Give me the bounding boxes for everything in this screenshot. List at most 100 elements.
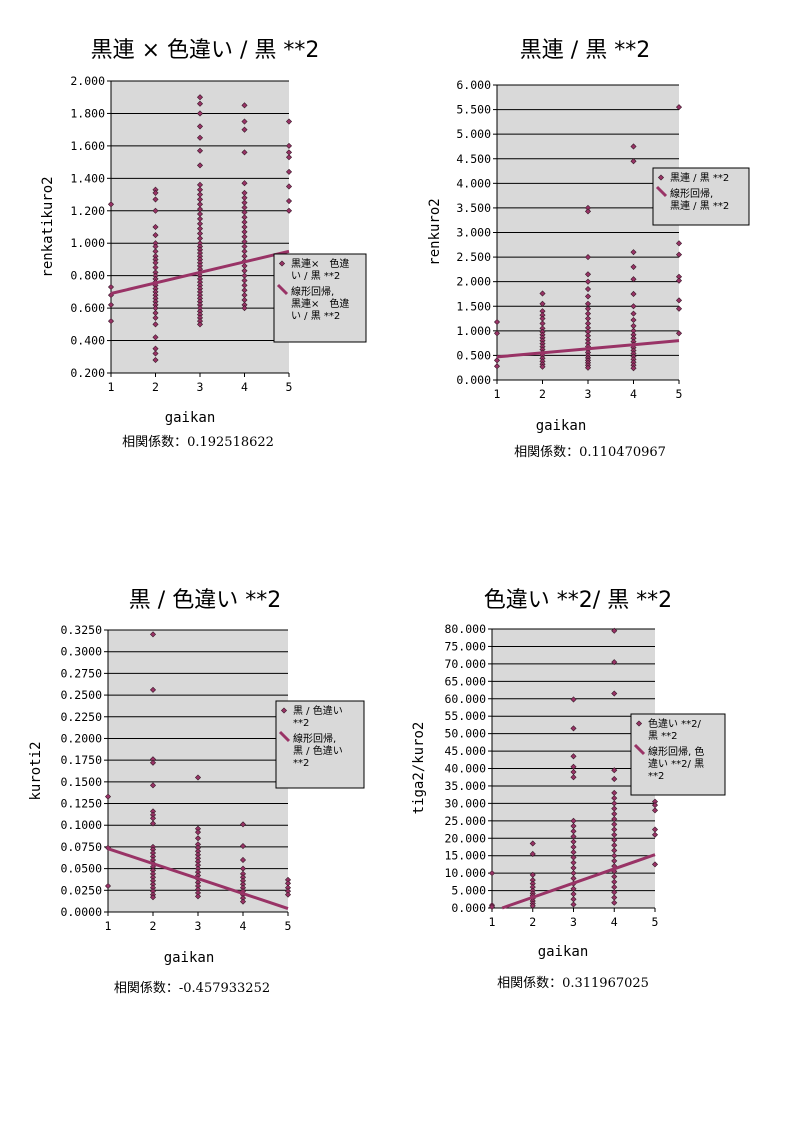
chart-1: 黒連 × 色違い / 黒 **2 0.200 0.400 0.600 0.800 1.00… bbox=[40, 38, 367, 450]
y-tick-label: 0.000 bbox=[456, 373, 491, 387]
data-point bbox=[630, 316, 637, 324]
data-point bbox=[196, 162, 204, 169]
data-point bbox=[584, 271, 592, 278]
data-point bbox=[570, 901, 577, 908]
data-point bbox=[107, 301, 115, 308]
legend-trend-label: 黒連× 色違 bbox=[291, 297, 349, 310]
chart-title: 黒 / 色違い **2 bbox=[129, 588, 281, 613]
y-tick-label: 1.800 bbox=[70, 106, 105, 120]
x-tick-label: 5 bbox=[285, 919, 292, 933]
data-point bbox=[241, 305, 248, 312]
y-tick-label: 3.000 bbox=[456, 226, 491, 240]
y-axis-label: kuroti2 bbox=[28, 741, 44, 800]
correlation-label: 相関係数：0.192518622 bbox=[122, 435, 274, 450]
y-tick-label: 1.200 bbox=[70, 204, 105, 218]
data-point bbox=[152, 321, 159, 328]
legend-trend-label: 線形回帰, bbox=[293, 732, 336, 745]
y-tick-label: 0.0000 bbox=[60, 905, 102, 919]
data-point bbox=[196, 94, 204, 101]
y-tick-label: 0.2000 bbox=[60, 731, 102, 745]
data-point bbox=[539, 363, 546, 370]
data-point bbox=[149, 631, 157, 638]
y-tick-label: 1.500 bbox=[456, 299, 491, 313]
chart-title: 黒連 / 黒 **2 bbox=[520, 38, 650, 63]
legend-box bbox=[275, 700, 365, 789]
data-point bbox=[196, 110, 204, 117]
legend-series-label: 黒連 / 黒 **2 bbox=[670, 171, 729, 184]
x-tick-label: 2 bbox=[152, 380, 159, 394]
data-point bbox=[529, 902, 536, 909]
correlation-label: 相関係数：0.110470967 bbox=[514, 445, 666, 460]
data-point bbox=[194, 774, 202, 781]
y-tick-label: 5.000 bbox=[456, 127, 491, 141]
data-point bbox=[488, 870, 496, 877]
data-point bbox=[152, 334, 159, 341]
x-tick-label: 5 bbox=[652, 915, 659, 929]
x-tick-label: 4 bbox=[611, 915, 618, 929]
data-point bbox=[196, 147, 204, 154]
legend-marker bbox=[635, 720, 643, 727]
y-tick-label: 70.000 bbox=[444, 657, 486, 671]
y-tick-label: 1.400 bbox=[70, 171, 105, 185]
data-point bbox=[241, 118, 248, 125]
x-tick-label: 1 bbox=[108, 380, 115, 394]
y-tick-label: 10.000 bbox=[444, 866, 486, 880]
legend-trend-label: 線形回帰, 色 bbox=[648, 745, 704, 758]
y-tick-label: 4.500 bbox=[456, 152, 491, 166]
x-tick-label: 2 bbox=[539, 387, 546, 401]
data-point bbox=[570, 725, 577, 732]
y-tick-label: 0.1500 bbox=[60, 775, 102, 789]
data-point bbox=[584, 293, 592, 300]
legend-box bbox=[273, 253, 367, 343]
y-tick-label: 2.000 bbox=[70, 74, 105, 88]
data-point bbox=[493, 357, 501, 364]
data-point bbox=[630, 303, 637, 310]
data-point bbox=[239, 898, 247, 905]
data-point bbox=[152, 223, 159, 231]
data-point bbox=[152, 189, 159, 196]
legend-trend-label: **2 bbox=[648, 771, 664, 782]
y-tick-label: 0.3000 bbox=[60, 645, 102, 659]
data-point bbox=[152, 350, 159, 357]
data-point bbox=[584, 254, 592, 261]
legend-series-label: い / 黒 **2 bbox=[291, 270, 340, 282]
data-point bbox=[285, 142, 293, 149]
chart-3: 黒 / 色違い **2 0.0000 0.0250 0.0500 0.0750 0.100… bbox=[28, 588, 365, 996]
data-point bbox=[493, 330, 501, 337]
y-tick-label: 0.400 bbox=[70, 334, 105, 348]
data-point bbox=[152, 314, 159, 321]
x-tick-label: 3 bbox=[570, 915, 577, 929]
x-tick-label: 4 bbox=[241, 380, 248, 394]
data-point bbox=[149, 894, 157, 901]
data-point bbox=[630, 158, 637, 165]
data-point bbox=[570, 753, 577, 760]
trend-line bbox=[110, 249, 290, 295]
legend: 色違い **2/黒 **2 線形回帰, 色違い **2/ 黒**2 bbox=[630, 713, 726, 796]
data-point bbox=[196, 321, 204, 328]
data-point bbox=[630, 290, 637, 297]
data-point bbox=[584, 208, 592, 215]
data-point bbox=[529, 850, 536, 857]
legend-trend-marker bbox=[633, 743, 646, 756]
trend-line bbox=[107, 847, 289, 910]
chart-2: 黒連 / 黒 **2 0.000 0.500 1.000 1.500 2.000 2.500… bbox=[427, 38, 750, 460]
data-point bbox=[196, 100, 204, 107]
data-point bbox=[675, 240, 683, 247]
y-tick-label: 60.000 bbox=[444, 692, 486, 706]
x-tick-label: 1 bbox=[489, 915, 496, 929]
y-tick-label: 45.000 bbox=[444, 744, 486, 758]
chart-title: 黒連 × 色違い / 黒 **2 bbox=[91, 38, 320, 63]
data-point bbox=[194, 893, 202, 900]
y-tick-label: 0.1000 bbox=[60, 818, 102, 832]
data-point bbox=[630, 276, 637, 283]
legend-trend-marker bbox=[276, 283, 289, 296]
y-tick-label: 15.000 bbox=[444, 849, 486, 863]
legend-marker bbox=[657, 174, 665, 181]
y-tick-label: 0.600 bbox=[70, 301, 105, 315]
data-point bbox=[152, 196, 159, 203]
correlation-label: 相関係数：0.311967025 bbox=[497, 976, 649, 991]
data-point bbox=[196, 134, 204, 141]
data-point bbox=[675, 305, 683, 312]
